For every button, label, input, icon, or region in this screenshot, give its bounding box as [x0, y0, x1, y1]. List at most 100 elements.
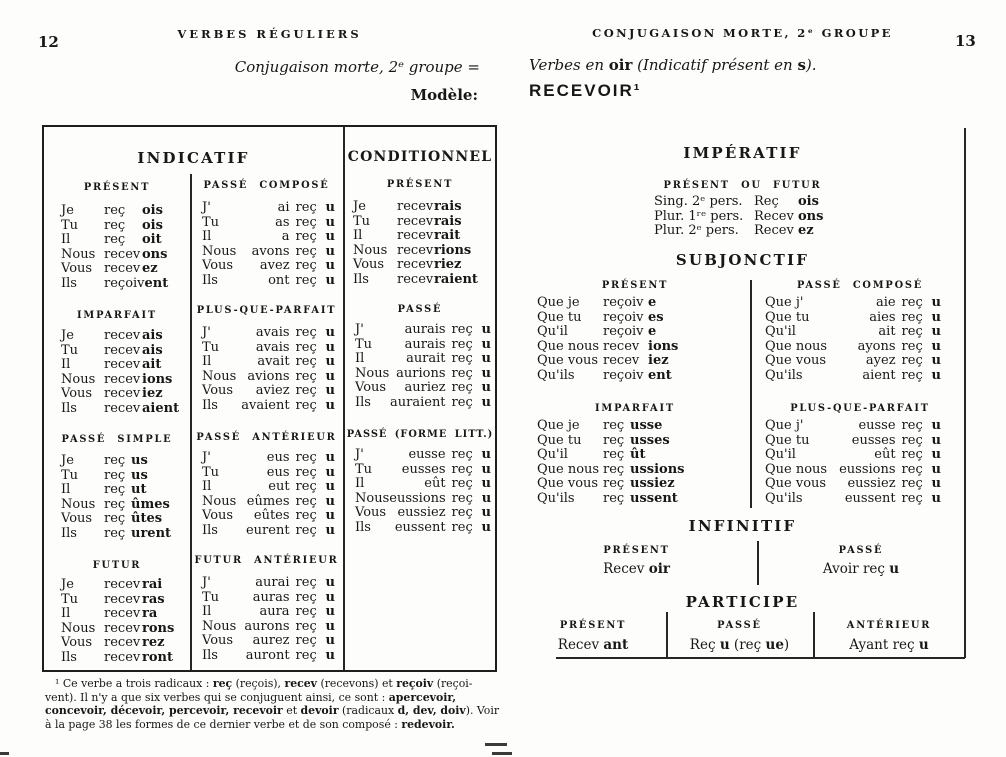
conj-aux: auriez [404, 380, 446, 395]
left-conjugation-table: INDICATIF CONDITIONNEL PRÉSENT Je reç ois T… [42, 125, 497, 672]
conj-p: Nous [202, 493, 237, 509]
conj-end: u [325, 633, 335, 648]
conj-row: Ils recev aient [61, 401, 190, 417]
text-segment: concevoir, décevoir, percevoir, recevoir [45, 704, 283, 717]
conj-p: Ils [61, 649, 77, 665]
conj-p: Que vous [537, 476, 599, 491]
conj-row: Qu'ils reç ussent [537, 490, 767, 507]
tense-rows-futur: Je recev rai Tu recev ras Il recev ra Nous recev ro… [44, 577, 190, 665]
conj-p: Tu [202, 589, 220, 605]
text-segment: ). [805, 56, 817, 74]
table-rule-vertical [964, 128, 966, 658]
conj-row: Nous avions reç u [202, 369, 335, 385]
conj-end: u [325, 200, 335, 215]
tense-heading: PASSÉ ANTÉRIEUR [196, 432, 337, 443]
conditionnel-column: PRÉSENT Je recev rais Tu recev rais Il recev rai… [343, 175, 497, 535]
tense-rows-subj-plus-que-parfait: Que j' eusse reç u Que tu eusses reç u Qu'il eût r… [752, 418, 941, 506]
conj-p: Que vous [765, 476, 827, 491]
conj-row: Plur. 2ᵉ pers. Recev ez [654, 223, 894, 239]
conj-stem: reç [451, 380, 473, 395]
conj-end: usse [630, 418, 663, 433]
conj-aux: eusses [851, 432, 896, 448]
table-rule-vertical [666, 612, 668, 657]
page-number-right: 13 [955, 32, 976, 50]
conj-stem: reç [451, 490, 473, 506]
participe-present-value: Recev ant [520, 637, 666, 653]
modele-label: Modèle: [410, 86, 478, 104]
conj-end: u [325, 354, 335, 369]
conj-end: u [931, 367, 941, 383]
tense-heading: FUTUR [92, 560, 142, 571]
conj-row: Il reç ut [61, 482, 190, 498]
conj-end: u [481, 490, 492, 506]
conj-end: u [325, 383, 335, 398]
conj-row: Vous recev ez [61, 261, 190, 277]
conj-p: Ils [355, 519, 371, 535]
text-segment: Verbes en [529, 56, 609, 74]
conj-p: Il [353, 228, 363, 243]
conj-row: Que je reçoiv e [537, 295, 767, 311]
text-segment: devoir [300, 704, 339, 717]
conj-stem: reç [901, 447, 923, 462]
model-verb-title: RECEVOIR¹ [529, 81, 642, 100]
conj-row: Il aura reç u [202, 604, 335, 620]
text-segment: ¹ Ce verbe a trois radicaux : [55, 677, 213, 690]
conj-stem: reç [901, 324, 923, 339]
conj-end: u [325, 229, 335, 244]
conj-stem: recev [397, 271, 434, 287]
conj-stem: reç [451, 476, 473, 491]
conj-aux: auront [245, 647, 290, 663]
conj-stem: reç [104, 232, 126, 247]
conj-row: Je recev ais [61, 328, 190, 344]
conj-row: Nous aurons reç u [202, 619, 335, 635]
conj-p: Que tu [537, 432, 582, 448]
conj-stem: reç [603, 490, 625, 506]
conj-stem: reç [451, 505, 473, 520]
conj-p: Plur. 2ᵉ pers. [654, 223, 739, 238]
tense-rows-cond-passe: J' aurais reç u Tu aurais reç u Il aurait reç u Nous… [343, 322, 497, 410]
conj-row: Vous avez reç u [202, 258, 335, 274]
conj-end: u [325, 243, 335, 259]
conj-row: Nous aurions reç u [355, 366, 491, 382]
conj-p: Nous [353, 242, 388, 258]
conj-p: Ils [202, 397, 218, 413]
text-segment: recev [284, 677, 318, 690]
conj-p: Il [61, 482, 71, 497]
conj-end: rez [142, 635, 165, 650]
conj-end: ait [142, 357, 162, 372]
conj-stem: reç [901, 432, 923, 448]
conj-end: u [931, 295, 941, 310]
conj-end: u [325, 589, 335, 605]
conj-stem: reç [295, 258, 317, 273]
conj-row: Que vous eussiez reç u [765, 476, 941, 492]
conj-row: Que tu aies reç u [765, 309, 941, 326]
conj-row: J' avais reç u [202, 325, 335, 341]
indicatif-compound-column: PASSÉ COMPOSÉ J' ai reç u Tu as reç u Il a reç u Nou… [190, 175, 343, 663]
conj-end: u [325, 272, 335, 288]
conj-stem: reç [295, 243, 317, 259]
text-segment: ue [765, 637, 784, 653]
conj-end: u [481, 380, 491, 395]
conj-p: Qu'ils [765, 490, 803, 506]
conj-aux: aviez [255, 383, 290, 398]
text-segment: Avoir reç [822, 561, 890, 577]
conj-stem: reç [901, 418, 923, 433]
conj-end: u [931, 353, 941, 368]
conj-row: J' aurai reç u [202, 575, 335, 591]
conj-aux: eussent [394, 519, 446, 535]
conj-p: Vous [61, 261, 93, 276]
conj-end: ûtes [131, 511, 163, 526]
text-segment: (radicaux [338, 704, 398, 717]
conj-row: Il a reç u [202, 229, 335, 245]
text-segment: ant [603, 637, 629, 653]
participe-anterieur-value: Ayant reç u [813, 637, 965, 653]
conj-row: Nous eûmes reç u [202, 493, 335, 510]
conj-end: u [931, 309, 941, 325]
conj-stem: recev [104, 649, 141, 665]
conj-p: Ils [61, 275, 77, 291]
conj-end: us [131, 453, 148, 468]
conj-aux: ai [277, 200, 290, 215]
conj-row: Ils recev raient [353, 271, 497, 288]
conj-aux: as [275, 214, 290, 230]
conj-p: Que tu [765, 309, 810, 325]
